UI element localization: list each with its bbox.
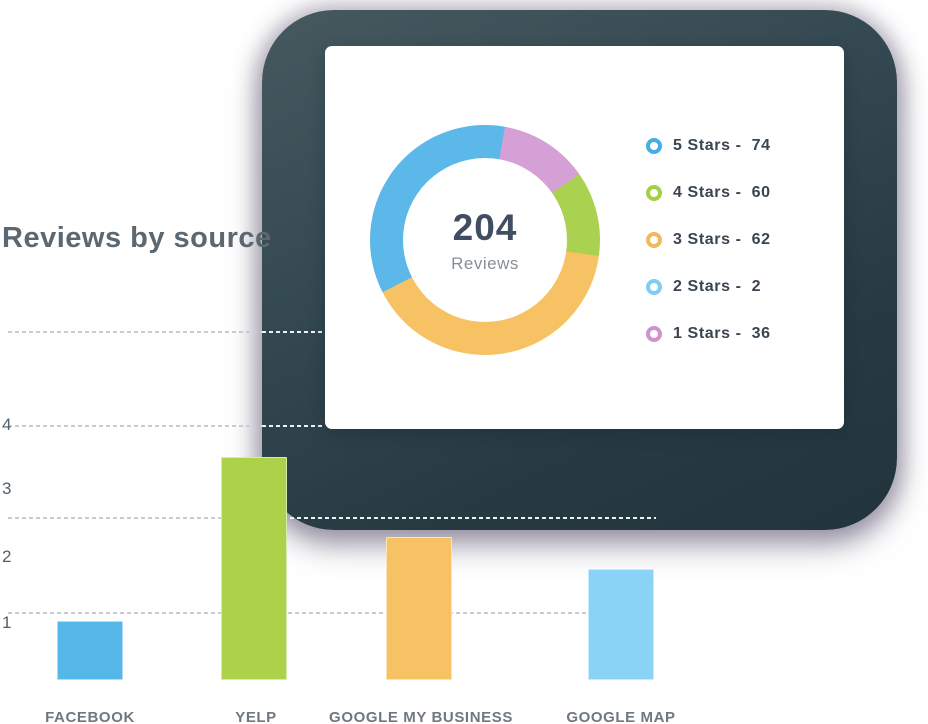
legend-label-2-stars: 2 Stars - 2	[673, 278, 762, 295]
legend-item-1-stars: 1 Stars - 36	[646, 324, 771, 344]
legend-item-2-stars: 2 Stars - 2	[646, 277, 771, 297]
legend-label-1-stars: 1 Stars - 36	[673, 325, 771, 342]
x-label-yelp: YELP	[235, 709, 277, 724]
bar-chart-title: Reviews by source	[2, 222, 272, 254]
ring-icon-5-stars	[646, 138, 662, 154]
total-reviews-count: 204	[452, 206, 518, 248]
reviews-donut-chart: 204 Reviews	[370, 125, 600, 355]
legend-label-3-stars: 3 Stars - 62	[673, 231, 771, 248]
donut-center: 204 Reviews	[403, 158, 567, 322]
legend-item-5-stars: 5 Stars - 74	[646, 136, 771, 156]
gridline-4-on-panel	[262, 425, 323, 427]
legend-label-4-stars: 4 Stars - 60	[673, 184, 771, 201]
legend-label-5-stars: 5 Stars - 74	[673, 137, 771, 154]
y-tick-2: 2	[2, 547, 12, 566]
y-tick-1: 1	[2, 613, 12, 632]
gridline-5-on-panel	[262, 331, 323, 333]
bar-yelp	[221, 457, 287, 680]
gridline-5	[8, 331, 262, 333]
gridline-4	[8, 425, 262, 427]
ring-icon-4-stars	[646, 185, 662, 201]
gridline-3-on-panel	[262, 517, 656, 519]
donut-legend: 5 Stars - 74 4 Stars - 60 3 Stars - 62 2…	[646, 136, 771, 371]
ring-icon-3-stars	[646, 232, 662, 248]
bar-google-my-business	[386, 537, 452, 680]
gridline-3	[8, 517, 262, 519]
gridline-1	[8, 612, 587, 614]
x-label-facebook: FACEBOOK	[45, 709, 135, 724]
legend-item-4-stars: 4 Stars - 60	[646, 183, 771, 203]
bar-google-map	[588, 569, 654, 680]
y-tick-3: 3	[2, 479, 12, 498]
x-label-google-map: GOOGLE MAP	[566, 709, 676, 724]
ring-icon-2-stars	[646, 279, 662, 295]
y-tick-4: 4	[2, 415, 12, 434]
bar-facebook	[57, 621, 123, 680]
total-reviews-label: Reviews	[451, 253, 519, 273]
x-label-google-my-business: GOOGLE MY BUSINESS	[329, 709, 513, 724]
legend-item-3-stars: 3 Stars - 62	[646, 230, 771, 250]
ring-icon-1-stars	[646, 326, 662, 342]
reviews-summary-card: 204 Reviews 5 Stars - 74 4 Stars - 60 3 …	[325, 46, 844, 429]
